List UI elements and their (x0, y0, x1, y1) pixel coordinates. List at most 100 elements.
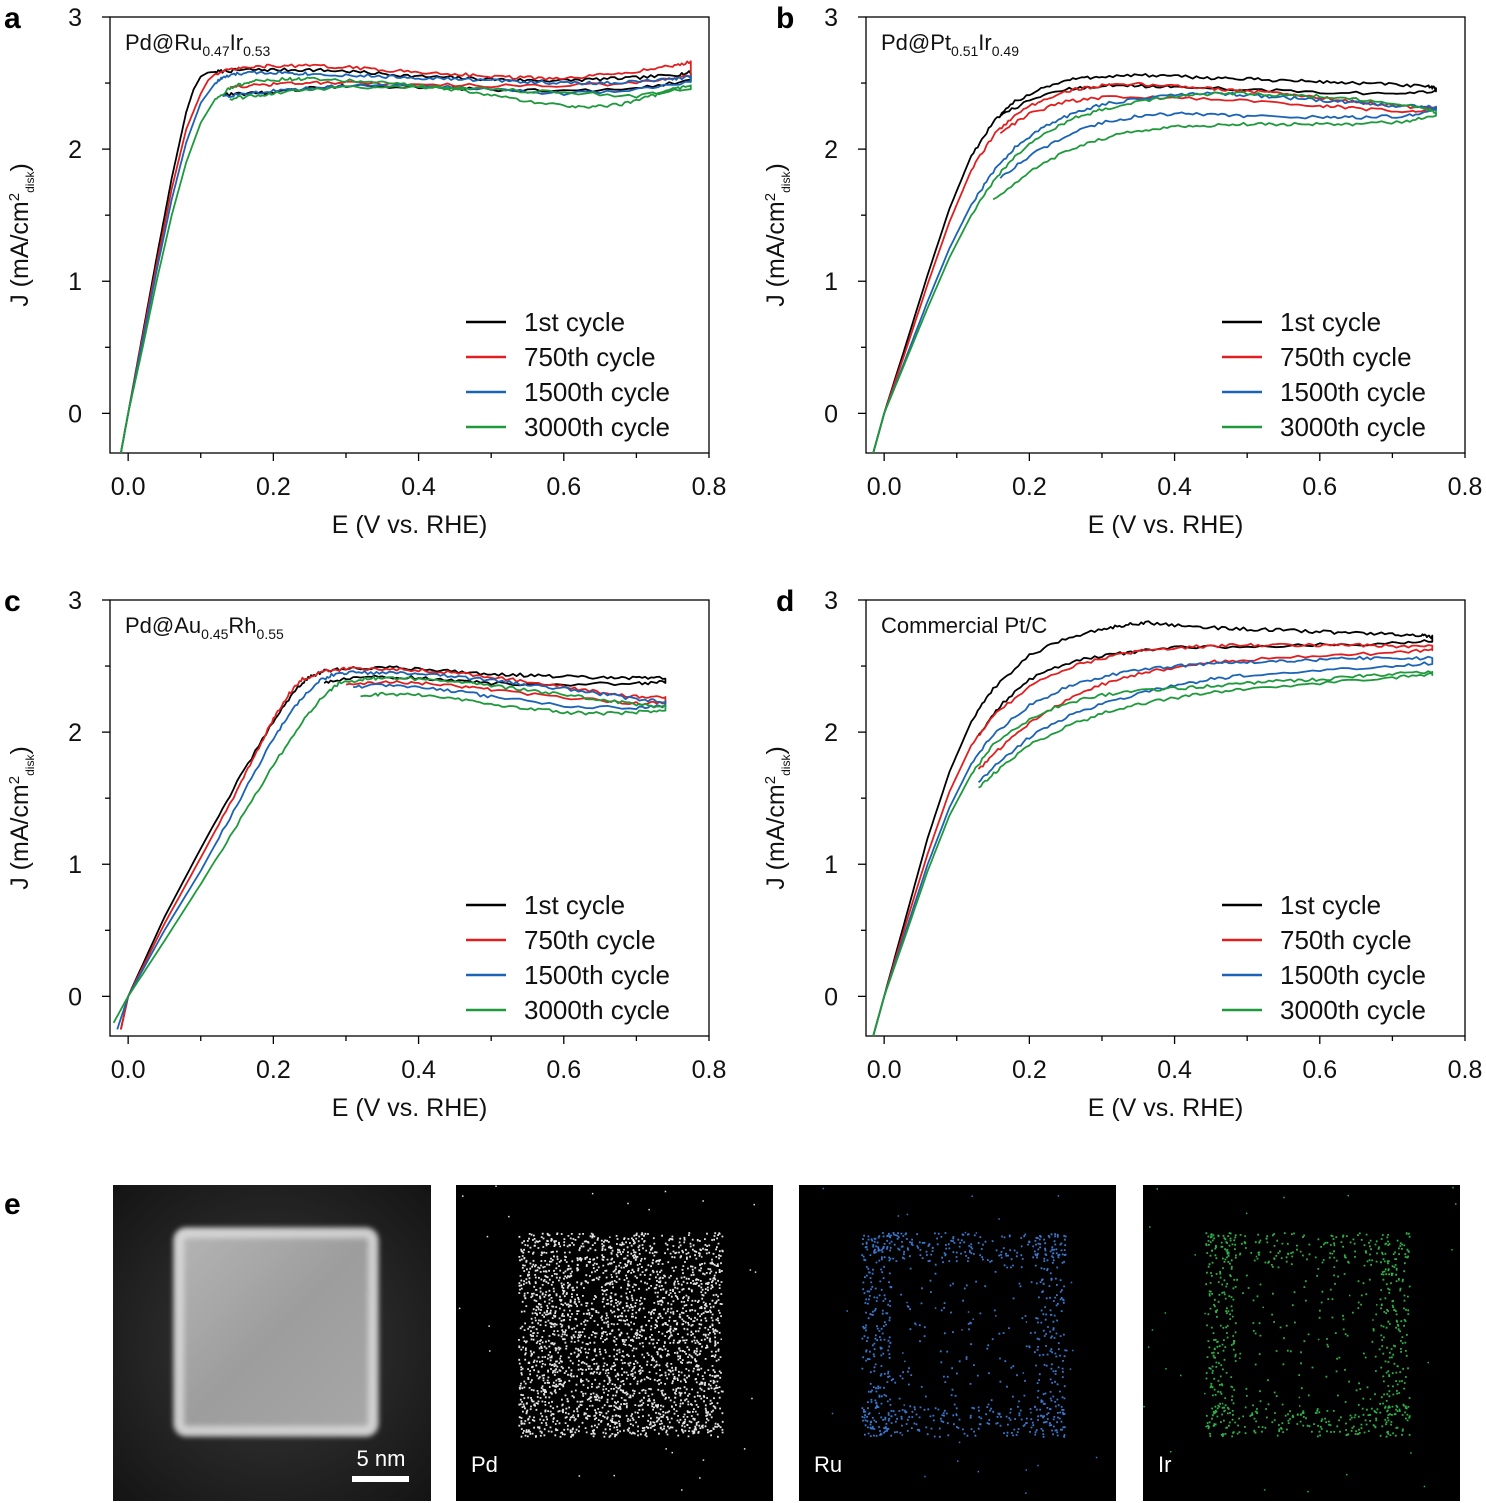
element-signal (822, 1187, 1098, 1494)
x-tick-label: 0.8 (692, 473, 727, 501)
plot-frame (109, 16, 710, 454)
curves (872, 620, 1434, 1036)
legend-label: 1st cycle (1280, 890, 1381, 920)
legend-label: 750th cycle (524, 925, 656, 955)
curves (112, 665, 667, 1030)
y-tick-label: 1 (68, 268, 82, 296)
panel-letter-b: b (776, 2, 794, 35)
y-tick-label: 3 (68, 587, 82, 615)
series-line-3000th-cycle (872, 670, 1434, 1036)
x-tick-label: 0.8 (1448, 1056, 1483, 1084)
plot-frame (109, 599, 710, 1037)
element-label: Ru (814, 1452, 842, 1477)
chart-panel-c: c 0.0 0.2 0.4 0.6 0.8 0 1 2 3 E (V vs. RHE) J (mA/c… (4, 585, 726, 1122)
x-tick-label: 0.4 (1157, 1056, 1192, 1084)
curves (120, 60, 692, 453)
element-signal (458, 1185, 757, 1491)
series-line-1500th-cycle (872, 655, 1434, 1036)
x-axis-title: E (V vs. RHE) (332, 511, 488, 539)
element-label: Ir (1158, 1452, 1171, 1477)
nanocube (175, 1229, 377, 1435)
legend-label: 1st cycle (524, 890, 625, 920)
curves (872, 73, 1437, 453)
panel-letter-d: d (776, 585, 794, 618)
x-tick-label: 0.0 (867, 1056, 902, 1084)
legend-label: 1500th cycle (1280, 377, 1426, 407)
y-axis-title: J (mA/cm2disk) (762, 163, 793, 307)
x-tick-label: 0.2 (1012, 473, 1047, 501)
x-tick-label: 0.2 (256, 473, 291, 501)
y-tick-label: 3 (824, 587, 838, 615)
y-tick-label: 2 (68, 136, 82, 164)
legend-label: 3000th cycle (524, 412, 670, 442)
y-tick-label: 1 (824, 851, 838, 879)
x-tick-label: 0.4 (401, 473, 436, 501)
x-tick-label: 0.6 (546, 473, 581, 501)
x-axis-title: E (V vs. RHE) (1088, 1094, 1244, 1122)
x-tick-label: 0.8 (1448, 473, 1483, 501)
panel-letter-a: a (4, 2, 21, 35)
chart-panel-b: b 0.0 0.2 0.4 0.6 0.8 0 1 2 3 E (V vs. RHE) J (mA/c… (762, 2, 1482, 539)
charts-layer: a 0.0 0.2 0.4 0.6 0.8 0 1 2 3 E (V vs. RHE) J (mA/c… (4, 2, 1482, 1122)
y-tick-label: 2 (68, 719, 82, 747)
eds-map-ir: Ir (1143, 1185, 1460, 1501)
legend-label: 3000th cycle (1280, 995, 1426, 1025)
sample-label: Pd@Ru0.47Ir0.53 (125, 30, 271, 59)
y-tick-label: 1 (824, 268, 838, 296)
x-tick-label: 0.0 (867, 473, 902, 501)
y-tick-label: 0 (68, 400, 82, 428)
y-tick-label: 0 (68, 983, 82, 1011)
chart-panel-a: a 0.0 0.2 0.4 0.6 0.8 0 1 2 3 E (V vs. RHE) J (mA/c… (4, 2, 726, 539)
series-line-1500th-cycle (872, 91, 1437, 453)
x-tick-label: 0.6 (546, 1056, 581, 1084)
legend-label: 3000th cycle (1280, 412, 1426, 442)
series-line-1st-cycle (872, 73, 1437, 453)
legend-label: 1500th cycle (524, 960, 670, 990)
sample-label: Pd@Au0.45Rh0.55 (125, 613, 284, 642)
panel-letter-c: c (4, 585, 21, 618)
legend-label: 750th cycle (1280, 925, 1412, 955)
sample-label: Commercial Pt/C (881, 613, 1047, 638)
x-tick-label: 0.2 (1012, 1056, 1047, 1084)
eds-map-ru: Ru (799, 1185, 1116, 1501)
series-line-750th-cycle (120, 60, 692, 453)
series-line-750th-cycle (872, 642, 1434, 1036)
x-tick-label: 0.2 (256, 1056, 291, 1084)
y-tick-label: 2 (824, 719, 838, 747)
y-tick-label: 0 (824, 983, 838, 1011)
x-tick-label: 0.0 (111, 473, 146, 501)
legend-label: 1500th cycle (1280, 960, 1426, 990)
sample-label: Pd@Pt0.51Ir0.49 (881, 30, 1019, 59)
y-tick-label: 0 (824, 400, 838, 428)
legend-label: 750th cycle (1280, 342, 1412, 372)
scale-bar (352, 1476, 409, 1482)
legend-label: 1st cycle (1280, 307, 1381, 337)
scale-bar-label: 5 nm (357, 1446, 406, 1471)
legend-label: 3000th cycle (524, 995, 670, 1025)
x-axis-title: E (V vs. RHE) (332, 1094, 488, 1122)
haadf-image: 5 nm (113, 1185, 431, 1501)
series-line-3000th-cycle (872, 91, 1437, 453)
y-tick-label: 2 (824, 136, 838, 164)
x-tick-label: 0.4 (1157, 473, 1192, 501)
legend-label: 1st cycle (524, 307, 625, 337)
y-tick-label: 1 (68, 851, 82, 879)
chart-panel-d: d 0.0 0.2 0.4 0.6 0.8 0 1 2 3 E (V vs. RHE) J (mA/c… (762, 585, 1482, 1122)
series-line-3000th-cycle (112, 676, 667, 1024)
nanocube-shell (174, 1228, 378, 1436)
x-tick-label: 0.4 (401, 1056, 436, 1084)
legend-label: 1500th cycle (524, 377, 670, 407)
plot-frame (865, 599, 1466, 1037)
y-axis-title: J (mA/cm2disk) (6, 746, 37, 890)
x-axis-title: E (V vs. RHE) (1088, 511, 1244, 539)
y-tick-label: 3 (824, 4, 838, 32)
y-axis-title: J (mA/cm2disk) (762, 746, 793, 890)
series-line-1500th-cycle (116, 670, 667, 1030)
y-axis-title: J (mA/cm2disk) (6, 163, 37, 307)
x-tick-label: 0.8 (692, 1056, 727, 1084)
x-tick-label: 0.0 (111, 1056, 146, 1084)
series-line-3000th-cycle (120, 76, 692, 453)
x-tick-label: 0.6 (1302, 1056, 1337, 1084)
eds-map-pd: Pd (456, 1185, 773, 1501)
